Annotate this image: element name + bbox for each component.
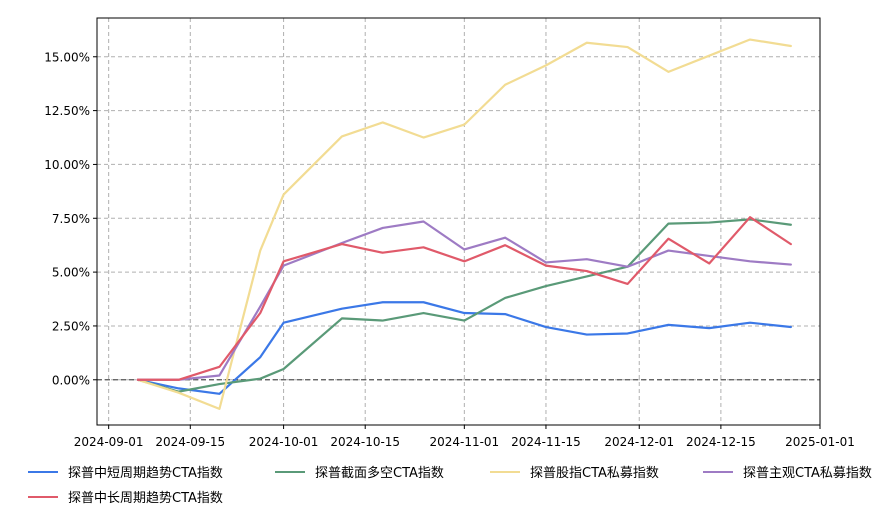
legend-swatch — [275, 470, 305, 473]
legend-label: 探普中长周期趋势CTA指数 — [68, 491, 223, 506]
y-tick-label: 0.00% — [52, 373, 90, 387]
x-tick-label: 2024-09-01 — [74, 435, 144, 449]
y-tick-label: 7.50% — [52, 212, 90, 226]
y-tick-label: 12.50% — [44, 104, 90, 118]
series-line-0 — [136, 301, 792, 395]
legend-item-4: 探普中长周期趋势CTA指数 — [28, 487, 223, 506]
legend-item-2: 探普股指CTA私募指数 — [490, 462, 659, 481]
legend-label: 探普中短周期趋势CTA指数 — [68, 466, 223, 481]
x-tick-label: 2024-11-15 — [511, 435, 581, 449]
legend-label: 探普股指CTA私募指数 — [530, 466, 659, 481]
legend-swatch — [28, 470, 58, 473]
x-tick-label: 2024-09-15 — [155, 435, 225, 449]
legend-item-0: 探普中短周期趋势CTA指数 — [28, 462, 223, 481]
x-tick-label: 2024-12-01 — [604, 435, 674, 449]
series-layer — [136, 38, 792, 410]
legend-swatch — [703, 470, 733, 473]
y-tick-label: 5.00% — [52, 266, 90, 280]
y-tick-label: 10.00% — [44, 158, 90, 172]
legend-swatch — [490, 470, 520, 473]
x-tick-label: 2024-11-01 — [429, 435, 499, 449]
plot-frame — [96, 17, 821, 426]
series-line-1 — [136, 218, 792, 393]
x-tick-label: 2024-10-15 — [330, 435, 400, 449]
x-tick-label: 2025-01-01 — [785, 435, 855, 449]
y-axis-ticks: 0.00% 2.50% 5.00% 7.50% 10.00% 12.50% 15.00% — [44, 50, 97, 387]
legend-swatch — [28, 495, 58, 498]
series-line-4 — [136, 216, 792, 381]
y-tick-label: 2.50% — [52, 319, 90, 333]
legend-item-1: 探普截面多空CTA指数 — [275, 462, 444, 481]
y-tick-label: 15.00% — [44, 50, 90, 64]
x-tick-label: 2024-12-15 — [686, 435, 756, 449]
legend-item-3: 探普主观CTA私募指数 — [703, 462, 872, 481]
x-axis-ticks: 2024-09-01 2024-09-15 2024-10-01 2024-10-15… — [74, 425, 855, 449]
legend-label: 探普主观CTA私募指数 — [743, 466, 872, 481]
legend-label: 探普截面多空CTA指数 — [315, 466, 444, 481]
series-line-2 — [136, 38, 792, 410]
x-tick-label: 2024-10-01 — [249, 435, 319, 449]
